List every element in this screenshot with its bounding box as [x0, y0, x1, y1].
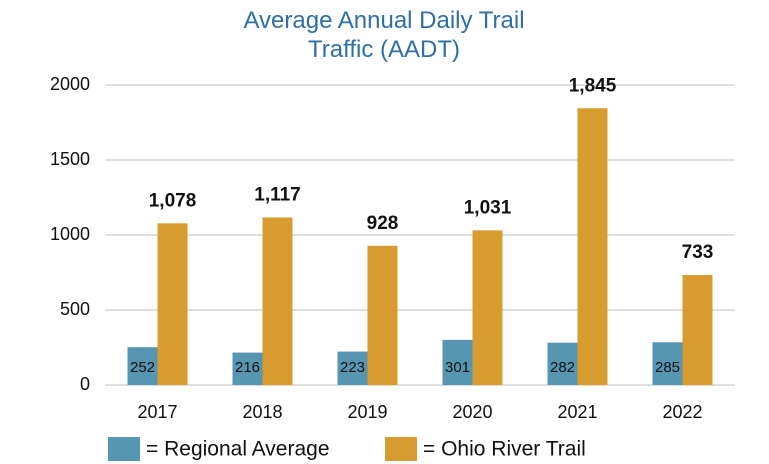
bar [547, 342, 578, 385]
x-tick-label: 2022 [662, 402, 702, 422]
data-label: 252 [130, 359, 155, 376]
bar [337, 351, 368, 385]
bar [157, 223, 188, 385]
data-label: 285 [655, 359, 680, 376]
bar [652, 342, 683, 385]
bar [577, 108, 608, 385]
data-label: 223 [340, 359, 365, 376]
legend-swatch [385, 437, 417, 461]
x-tick-label: 2017 [137, 402, 177, 422]
legend-label: = Ohio River Trail [423, 438, 586, 461]
legend-swatch [108, 437, 140, 461]
bar [682, 275, 713, 385]
data-label: 282 [550, 359, 575, 376]
y-tick-label: 1000 [50, 224, 90, 244]
y-tick-label: 2000 [50, 74, 90, 94]
bar [367, 245, 398, 385]
x-tick-label: 2018 [242, 402, 282, 422]
y-tick-label: 0 [80, 374, 90, 394]
chart-title: Average Annual Daily Trail Traffic (AADT… [243, 7, 525, 63]
data-label: 1,031 [464, 197, 512, 218]
data-label: 1,845 [569, 75, 617, 96]
bar [442, 339, 473, 385]
bar [472, 230, 503, 385]
bar [127, 347, 158, 385]
data-label: 1,078 [149, 190, 197, 211]
x-tick-label: 2020 [452, 402, 492, 422]
y-tick-label: 1500 [50, 149, 90, 169]
x-tick-label: 2019 [347, 402, 387, 422]
bar [262, 217, 293, 385]
data-label: 733 [682, 242, 714, 263]
x-tick-label: 2021 [557, 402, 597, 422]
bar [232, 352, 263, 385]
data-label: 301 [445, 359, 470, 376]
data-label: 928 [367, 213, 399, 234]
data-label: 216 [235, 359, 260, 376]
data-label: 1,117 [254, 184, 301, 205]
legend-label: = Regional Average [146, 438, 330, 461]
y-tick-label: 500 [60, 299, 90, 319]
